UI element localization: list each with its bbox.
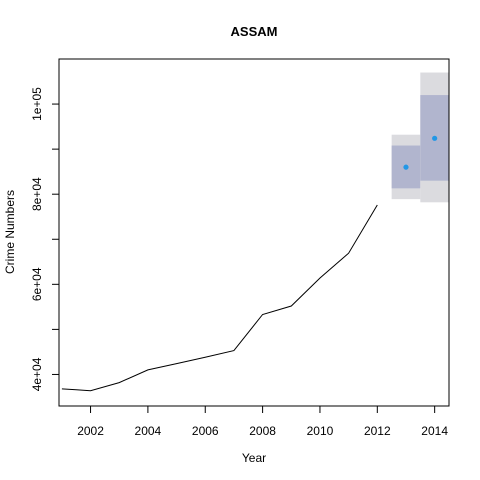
x-tick-label-2006: 2006	[192, 424, 219, 438]
x-axis: 2002 2004 2006 2008 2010 2012 2014	[77, 405, 448, 438]
x-tick-label-2004: 2004	[135, 424, 162, 438]
forecast-layer	[391, 72, 449, 203]
forecast-point-2013	[403, 164, 409, 170]
series-layer	[61, 204, 378, 392]
x-tick-label-2012: 2012	[364, 424, 391, 438]
y-tick-label-100000: 1e+05	[30, 87, 44, 121]
x-tick-label-2014: 2014	[421, 424, 448, 438]
y-axis: 4e+04 6e+04 8e+04 1e+05	[30, 87, 60, 391]
series-line-0	[61, 204, 378, 392]
forecast-point-2014	[432, 135, 438, 141]
x-tick-label-2008: 2008	[249, 424, 276, 438]
x-tick-label-2002: 2002	[77, 424, 104, 438]
y-tick-label-40000: 4e+04	[30, 357, 44, 391]
y-tick-label-60000: 6e+04	[30, 267, 44, 301]
y-tick-label-80000: 8e+04	[30, 177, 44, 211]
chart-title: ASSAM	[231, 24, 278, 39]
x-axis-label: Year	[242, 451, 266, 465]
x-tick-label-2010: 2010	[307, 424, 334, 438]
plot-frame	[58, 58, 450, 407]
y-axis-label: Crime Numbers	[3, 190, 17, 274]
